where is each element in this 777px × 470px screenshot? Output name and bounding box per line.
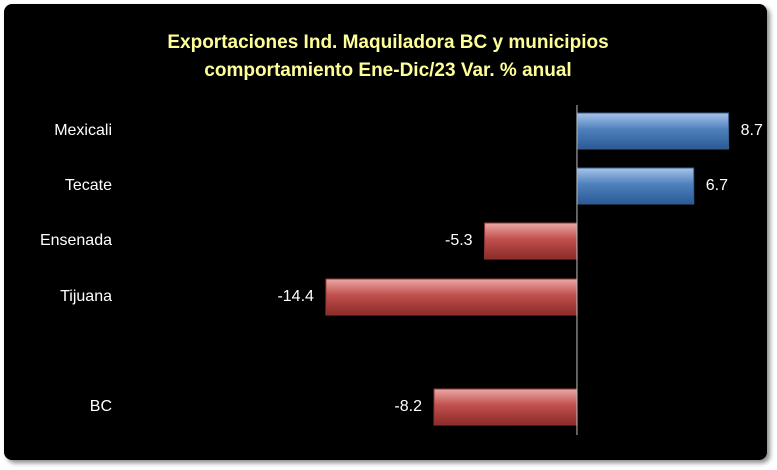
value-label-ensenada: -5.3 [445, 232, 473, 249]
category-label-mexicali: Mexicali [54, 122, 112, 139]
category-label-ensenada: Ensenada [40, 232, 112, 249]
value-label-bc: -8.2 [394, 398, 422, 415]
bar-ensenada [484, 222, 578, 260]
value-label-tecate: 6.7 [706, 177, 728, 194]
category-label-tecate: Tecate [65, 177, 112, 194]
bar-mexicali [576, 112, 730, 150]
value-label-mexicali: 8.7 [741, 122, 763, 139]
chart-frame [4, 4, 767, 460]
chart-title-line-1: Exportaciones Ind. Maquiladora BC y muni… [167, 32, 608, 53]
bar-tijuana [325, 278, 578, 316]
category-label-bc: BC [90, 398, 112, 415]
bar-tecate [576, 167, 695, 205]
value-label-tijuana: -14.4 [277, 288, 314, 305]
chart-title-line-2: comportamiento Ene-Dic/23 Var. % anual [204, 60, 571, 81]
category-label-tijuana: Tijuana [60, 288, 112, 305]
bar-bc [433, 388, 578, 426]
labels-layer: Mexicali 8.7 Tecate 6.7 Ensenada -5.3 Tijuana -… [40, 122, 763, 415]
bars-layer [325, 112, 730, 426]
